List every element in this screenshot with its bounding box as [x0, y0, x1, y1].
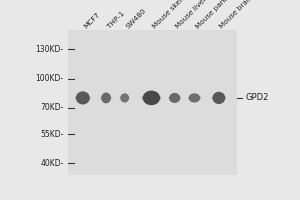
Ellipse shape — [143, 91, 160, 105]
Ellipse shape — [168, 95, 181, 100]
Text: 100KD-: 100KD- — [36, 74, 64, 83]
Ellipse shape — [188, 96, 201, 100]
Text: GPD2: GPD2 — [246, 93, 269, 102]
Text: Mouse brain: Mouse brain — [219, 0, 254, 30]
Ellipse shape — [189, 93, 200, 103]
Ellipse shape — [212, 95, 226, 101]
Text: 70KD-: 70KD- — [40, 103, 64, 112]
Ellipse shape — [75, 95, 91, 101]
Text: 130KD-: 130KD- — [36, 45, 64, 54]
Ellipse shape — [120, 93, 129, 103]
Text: Mouse pancreas: Mouse pancreas — [194, 0, 240, 30]
Bar — [68, 30, 238, 175]
Ellipse shape — [212, 92, 225, 104]
Text: 55KD-: 55KD- — [40, 130, 64, 139]
Text: Mouse skeletal muscle: Mouse skeletal muscle — [152, 0, 214, 30]
Text: THP-1: THP-1 — [106, 10, 125, 30]
Ellipse shape — [101, 93, 111, 103]
Ellipse shape — [169, 93, 180, 103]
Text: Mouse liver: Mouse liver — [175, 0, 208, 30]
Ellipse shape — [141, 94, 161, 102]
Text: MCF7: MCF7 — [83, 11, 101, 30]
Ellipse shape — [100, 95, 112, 101]
Text: 40KD-: 40KD- — [40, 159, 64, 168]
Text: SW480: SW480 — [125, 7, 147, 30]
Ellipse shape — [76, 91, 90, 104]
Ellipse shape — [120, 96, 130, 100]
